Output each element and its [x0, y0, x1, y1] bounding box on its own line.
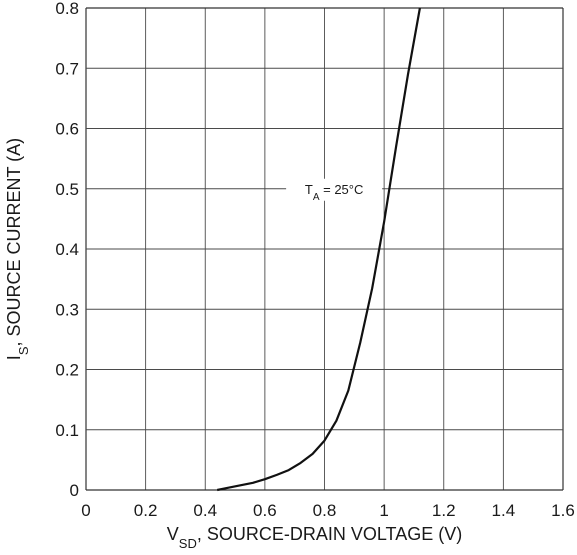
x-tick-label: 1.2 — [432, 501, 456, 520]
y-axis-title-main: I — [4, 355, 24, 360]
y-axis-title-sub: S — [16, 346, 31, 355]
x-axis-title-rest: , SOURCE-DRAIN VOLTAGE (V) — [197, 524, 462, 544]
x-tick-label: 0.8 — [313, 501, 337, 520]
x-tick-label: 0.2 — [134, 501, 158, 520]
y-tick-label: 0.4 — [55, 240, 79, 259]
y-tick-label: 0.6 — [55, 120, 79, 139]
annotation-main: T — [305, 182, 313, 197]
y-axis-title: IS, SOURCE CURRENT (A) — [4, 138, 31, 360]
x-axis-title-sub: SD — [179, 536, 197, 551]
x-tick-label: 1.4 — [492, 501, 516, 520]
x-tick-label: 0.4 — [193, 501, 217, 520]
series-line — [216, 7, 421, 492]
x-tick-label: 0 — [81, 501, 90, 520]
y-tick-label: 0.8 — [55, 0, 79, 18]
y-axis-title-rest: , SOURCE CURRENT (A) — [4, 138, 24, 347]
x-tick-label: 0.6 — [253, 501, 277, 520]
temperature-annotation: TA = 25°C — [286, 178, 383, 203]
x-tick-label: 1 — [379, 501, 388, 520]
series-layer — [216, 7, 421, 492]
y-tick-label: 0.7 — [55, 59, 79, 78]
x-axis-title-main: V — [167, 524, 179, 544]
y-tick-label: 0.3 — [55, 300, 79, 319]
tick-labels: 0 0.2 0.4 0.6 0.8 1 1.2 1.4 1.6 0 0.1 0.2 0.3 0.4 0.5 0… — [55, 0, 574, 520]
x-axis-title: VSD, SOURCE-DRAIN VOLTAGE (V) — [167, 524, 462, 550]
annotation-label: TA = 25°C — [305, 182, 364, 203]
x-tick-label: 1.6 — [551, 501, 575, 520]
grid — [85, 7, 564, 491]
y-tick-label: 0.5 — [55, 180, 79, 199]
annotation-background — [286, 178, 383, 201]
y-tick-label: 0 — [70, 481, 79, 500]
annotation-rest: = 25°C — [320, 182, 364, 197]
y-tick-label: 0.1 — [55, 421, 79, 440]
annotation-sub: A — [313, 191, 320, 202]
y-tick-label: 0.2 — [55, 361, 79, 380]
